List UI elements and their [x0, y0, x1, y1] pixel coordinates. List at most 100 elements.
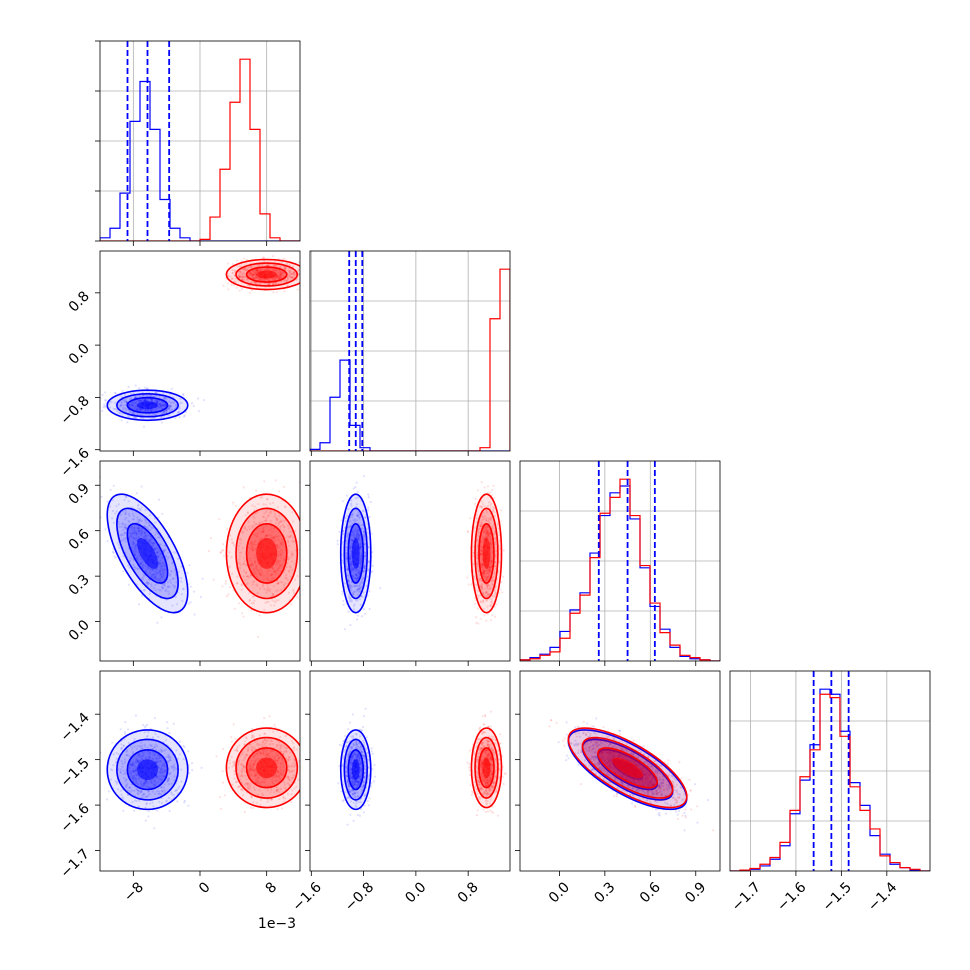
scatter-point — [125, 526, 128, 530]
scatter-point — [179, 402, 182, 405]
scatter-point — [128, 403, 131, 406]
scatter-point — [483, 571, 486, 575]
scatter-point — [159, 565, 162, 568]
scatter-point — [248, 273, 251, 276]
scatter-point — [362, 530, 366, 534]
scatter-point — [283, 267, 286, 271]
scatter-point — [346, 533, 349, 537]
scatter-point — [153, 783, 156, 787]
scatter-point — [282, 795, 285, 798]
scatter-point — [256, 569, 259, 572]
scatter-point — [251, 526, 254, 530]
scatter-point — [241, 276, 244, 279]
scatter-point — [277, 276, 280, 280]
scatter-point — [139, 408, 143, 411]
scatter-point — [244, 782, 247, 785]
scatter-point — [266, 800, 269, 804]
scatter-point — [139, 746, 142, 749]
scatter-point — [354, 529, 357, 532]
scatter-point — [155, 761, 158, 764]
scatter-point — [158, 756, 162, 759]
scatter-point — [142, 751, 145, 754]
scatter-point — [490, 494, 493, 497]
scatter-point — [278, 274, 281, 277]
scatter-point — [272, 291, 275, 294]
scatter-point — [238, 275, 241, 278]
scatter-point — [358, 585, 361, 588]
scatter-point — [136, 755, 139, 758]
scatter-point — [261, 741, 265, 744]
scatter-point — [230, 740, 233, 743]
scatter-point — [247, 770, 250, 773]
scatter-point — [161, 404, 164, 407]
scatter-point — [357, 533, 360, 536]
scatter-point — [113, 555, 116, 558]
scatter-point — [134, 401, 137, 404]
scatter-point — [138, 527, 141, 530]
scatter-point — [363, 551, 366, 555]
scatter-point — [243, 770, 246, 773]
scatter-point — [277, 788, 280, 791]
scatter-point — [123, 730, 127, 734]
scatter-point — [481, 587, 484, 590]
scatter-point — [160, 786, 163, 789]
scatter-point — [122, 533, 125, 537]
scatter-point — [162, 774, 165, 778]
scatter-point — [288, 530, 291, 533]
scatter-point — [286, 524, 290, 527]
scatter-point — [252, 543, 255, 546]
scatter-point — [158, 405, 161, 409]
scatter-point — [146, 526, 149, 529]
scatter-point — [283, 265, 286, 268]
scatter-point — [146, 723, 149, 726]
scatter-point — [149, 569, 152, 572]
scatter-point — [483, 530, 486, 534]
scatter-point — [162, 549, 165, 552]
scatter-point — [344, 557, 347, 561]
scatter-point — [154, 732, 157, 736]
scatter-point — [255, 270, 258, 273]
scatter-point — [128, 403, 131, 406]
scatter-point — [341, 540, 344, 543]
scatter-point — [160, 771, 163, 774]
scatter-point — [172, 769, 176, 772]
scatter-point — [237, 274, 241, 277]
scatter-point — [173, 401, 176, 404]
scatter-point — [230, 278, 233, 281]
scatter-point — [484, 575, 487, 578]
scatter-point — [256, 268, 259, 271]
scatter-point — [133, 799, 137, 802]
scatter-point — [484, 533, 487, 536]
scatter-point — [254, 512, 257, 515]
scatter-point — [355, 574, 358, 577]
scatter-point — [286, 561, 289, 565]
scatter-point — [133, 406, 136, 409]
scatter-point — [163, 770, 167, 773]
scatter-point — [239, 276, 242, 279]
scatter-point — [274, 601, 277, 604]
scatter-point — [491, 551, 494, 555]
scatter-point — [277, 271, 280, 275]
scatter-point — [134, 714, 137, 717]
scatter-point — [269, 588, 272, 591]
scatter-point — [342, 530, 345, 533]
scatter-point — [151, 573, 154, 576]
scatter-point — [349, 546, 352, 549]
scatter-point — [131, 747, 134, 750]
scatter-point — [120, 539, 123, 542]
scatter-point — [271, 577, 274, 580]
scatter-point — [183, 801, 186, 804]
density-contour — [126, 523, 169, 584]
scatter-point — [137, 535, 140, 539]
scatter-point — [140, 408, 143, 411]
scatter-point — [180, 401, 183, 404]
scatter-point — [258, 571, 261, 574]
scatter-point — [120, 403, 123, 406]
scatter-point — [255, 575, 259, 578]
scatter-point — [133, 529, 136, 532]
scatter-point — [142, 563, 145, 567]
scatter-point — [120, 400, 123, 403]
scatter-point — [485, 585, 489, 588]
scatter-point — [279, 272, 282, 275]
scatter-point — [243, 268, 246, 271]
